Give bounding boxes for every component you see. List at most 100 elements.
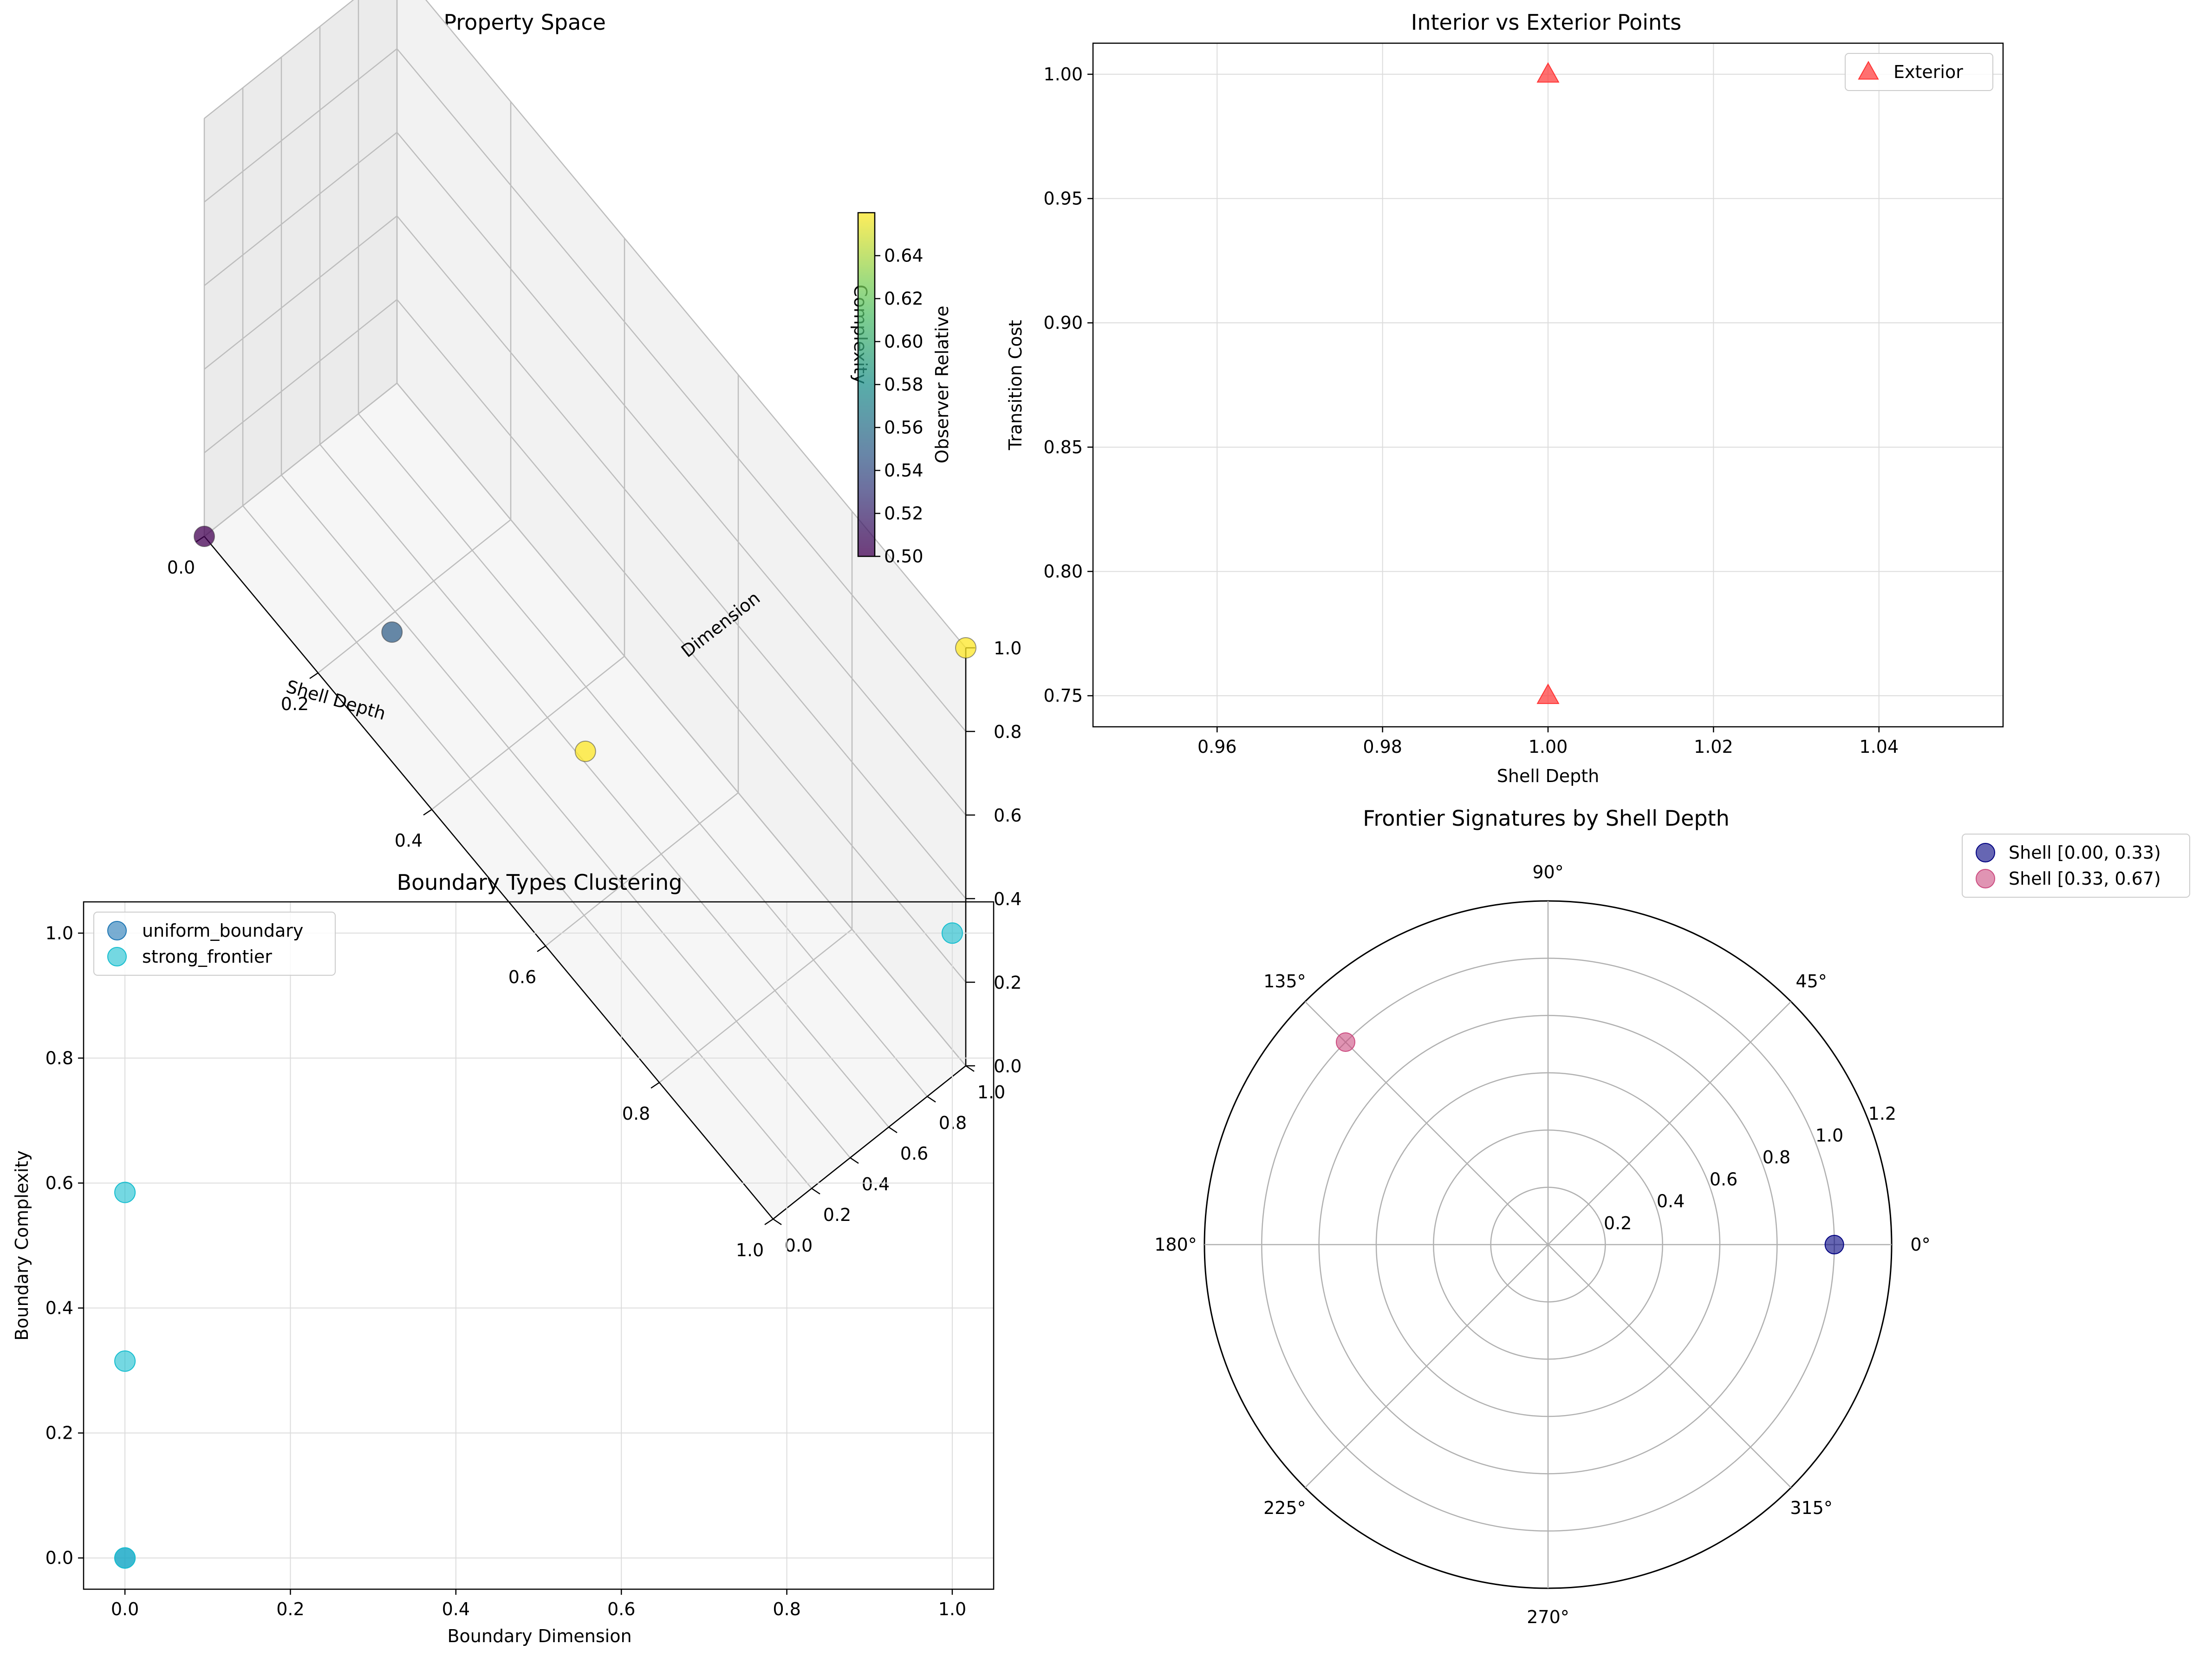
colorbar-label: Observer Relative <box>932 306 952 463</box>
y-tick-mark <box>773 1218 782 1226</box>
legend-label: Shell [0.00, 0.33) <box>2009 842 2161 863</box>
grid-line <box>397 383 966 1066</box>
x-tick-label: 1.02 <box>1694 737 1733 757</box>
data-point-1 <box>941 922 963 944</box>
3d-axis-panes <box>203 0 967 1220</box>
chart-boundary-types-clustering: Boundary Types Clustering 0.0 0.2 0.4 0.6 0.… <box>12 870 995 1646</box>
y-tick-mark <box>888 1126 898 1134</box>
grid-line <box>204 299 397 453</box>
x-tick-mark <box>651 1082 660 1089</box>
x-tick-label: 0.2 <box>276 1599 304 1619</box>
legend: uniform_boundary strong_frontier <box>93 912 336 976</box>
grid-spoke <box>1304 1244 1548 1488</box>
data-point <box>381 621 403 643</box>
x-tick-label: 1.0 <box>938 1599 966 1619</box>
colorbar-tick-label: 0.56 <box>884 418 924 438</box>
chart-boundary-property-space: Boundary Property Space 0.00.20.40.60.81… <box>167 0 1021 1260</box>
chart-title: Boundary Types Clustering <box>397 870 683 895</box>
legend: Exterior <box>1845 53 1993 91</box>
y-tick-label: 0.90 <box>1043 313 1083 333</box>
x-tick-label: 0.8 <box>773 1599 800 1619</box>
legend-box <box>93 912 336 976</box>
legend-marker <box>1976 869 1995 888</box>
radial-tick-labels: 0.2 0.4 0.6 0.8 1.0 1.2 <box>1604 1103 1896 1233</box>
x-tick-label: 0.8 <box>622 1103 650 1124</box>
legend-label: strong_frontier <box>142 946 272 967</box>
colorbar-tick-label: 0.62 <box>884 288 924 309</box>
y-tick-label: 0.4 <box>862 1174 890 1194</box>
legend-marker <box>1858 60 1879 80</box>
colorbar-tick-label: 0.50 <box>884 546 924 567</box>
x-tick-label: 1.04 <box>1859 737 1899 757</box>
z-tick-label: 1.0 <box>994 638 1021 659</box>
legend-marker <box>107 921 127 940</box>
x-tick-labels: 0.96 0.98 1.00 1.02 1.04 <box>1197 727 1899 757</box>
x-tick-labels: 0.0 0.2 0.4 0.6 0.8 1.0 <box>111 1589 966 1619</box>
data-point <box>955 637 976 659</box>
r-tick-label: 1.0 <box>1815 1125 1843 1146</box>
y-tick-labels: 0.75 0.80 0.85 0.90 0.95 1.00 <box>1043 64 1093 706</box>
chart-frontier-signatures: Frontier Signatures by Shell Depth 0.20.… <box>1154 806 2190 1627</box>
y-tick-label: 0.0 <box>785 1235 813 1256</box>
y-axis-label: Transition Cost <box>1005 320 1026 450</box>
legend: Shell [0.00, 0.33) Shell [0.33, 0.67) <box>1962 834 2190 898</box>
grid-line <box>204 48 397 202</box>
y-axis-label: Boundary Complexity <box>12 1150 32 1341</box>
y-tick-label: 0.0 <box>46 1548 73 1568</box>
x-tick-label: 0.98 <box>1363 737 1402 757</box>
y-tick-label: 0.75 <box>1043 685 1083 706</box>
chart-title: Interior vs Exterior Points <box>1411 10 1681 35</box>
x-tick-label: 0.6 <box>607 1599 635 1619</box>
grid-line <box>397 48 966 732</box>
colorbar-tick-label: 0.60 <box>884 332 924 352</box>
x-tick-label: 1.0 <box>736 1240 764 1260</box>
legend-marker <box>107 947 127 966</box>
plot-frame <box>1092 42 2004 728</box>
x-tick-label: 0.6 <box>508 967 536 987</box>
x-tick-label: 0.4 <box>442 1599 470 1619</box>
x-tick-label: 0.4 <box>395 830 423 851</box>
grid-spoke <box>1548 1244 1792 1488</box>
grid-line <box>318 519 511 673</box>
legend-box <box>1962 834 2190 898</box>
y-tick-mark <box>927 1096 936 1103</box>
theta-tick-label: 270° <box>1527 1607 1569 1627</box>
x-tick-mark <box>309 672 319 679</box>
series-points <box>1335 1032 1844 1254</box>
grid-line <box>319 444 889 1128</box>
grid <box>84 902 994 1589</box>
3d-grid <box>203 0 967 1220</box>
y-tick-label: 0.85 <box>1043 437 1083 457</box>
legend-box <box>1845 53 1993 91</box>
grid-line <box>204 132 397 286</box>
grid-line <box>242 505 812 1189</box>
data-point <box>574 740 596 762</box>
z-tick-label: 0.6 <box>994 805 1021 826</box>
theta-tick-label: 315° <box>1790 1498 1833 1518</box>
legend-label: uniform_boundary <box>142 920 303 941</box>
legend-label: Exterior <box>1893 62 1963 82</box>
data-point-1 <box>114 1350 136 1372</box>
series-points <box>114 922 963 1569</box>
r-tick-label: 0.6 <box>1710 1169 1737 1189</box>
x-axis-line <box>204 536 774 1220</box>
grid-spoke <box>1548 1001 1792 1245</box>
grid-line <box>204 383 397 537</box>
y-tick-labels: 0.0 0.2 0.4 0.6 0.8 1.0 <box>46 923 84 1568</box>
z-tick-label: 0.4 <box>994 889 1021 909</box>
legend-marker <box>1976 843 1995 862</box>
y-tick-label: 1.0 <box>977 1082 1005 1102</box>
grid-line <box>659 929 852 1083</box>
z-tick-label: 0.8 <box>994 722 1021 742</box>
plot-frame <box>83 901 995 1590</box>
theta-tick-label: 135° <box>1263 971 1306 992</box>
colorbar-tick-label: 0.52 <box>884 503 924 524</box>
x-tick-mark <box>537 945 546 952</box>
grid-line <box>545 792 739 946</box>
x-tick-label: 0.96 <box>1197 737 1237 757</box>
grid-line <box>204 215 397 370</box>
r-tick-label: 0.8 <box>1763 1147 1790 1168</box>
y-tick-label: 0.4 <box>46 1298 73 1318</box>
grid-line <box>397 299 966 983</box>
